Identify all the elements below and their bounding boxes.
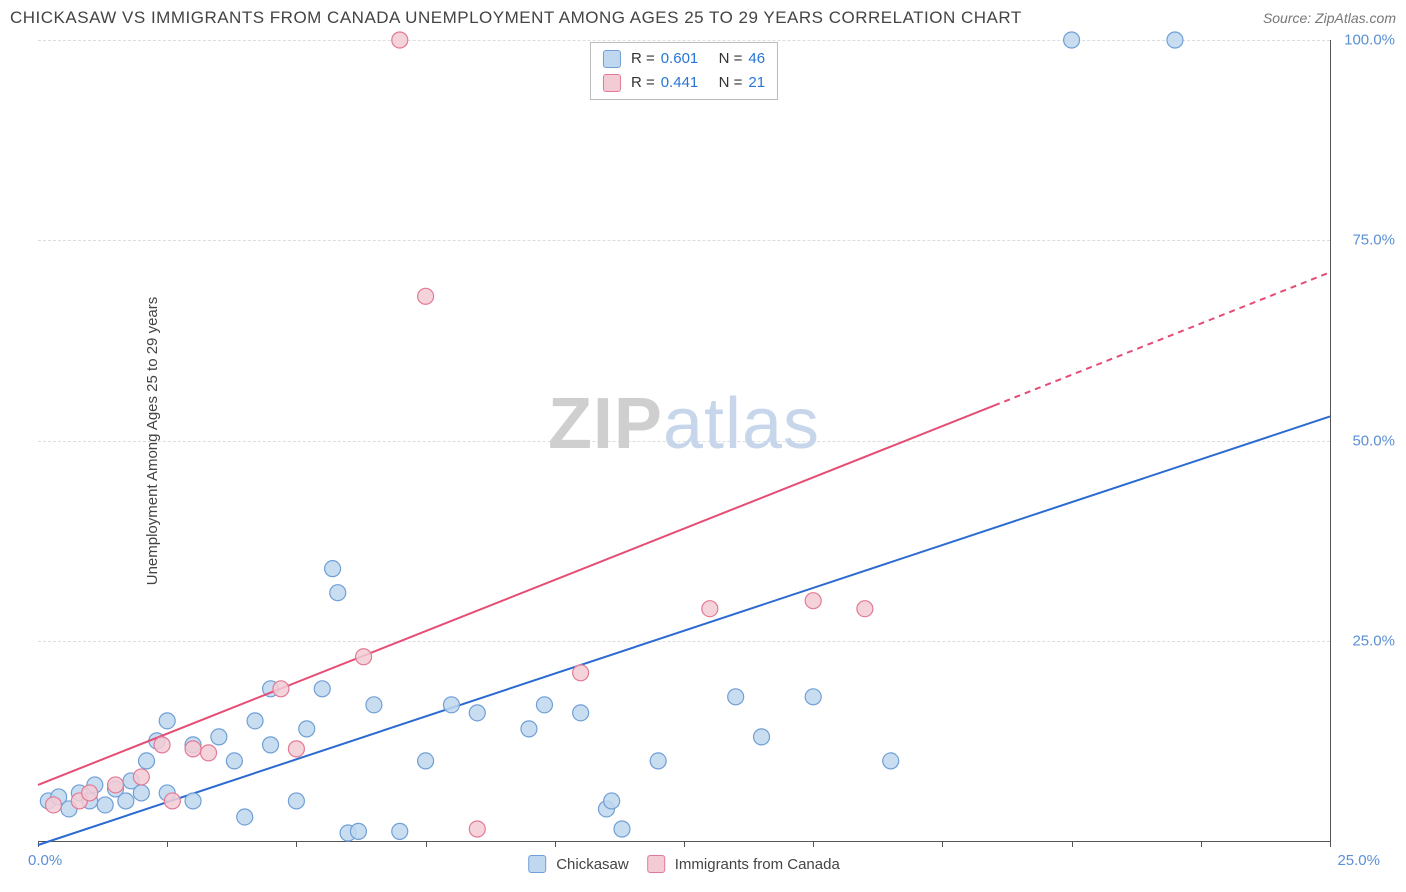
y-tick-label: 25.0%	[1335, 632, 1395, 649]
swatch-icon	[528, 855, 546, 873]
r-value: 0.441	[661, 71, 699, 95]
swatch-icon	[603, 50, 621, 68]
legend-row: R = 0.601 N = 46	[603, 47, 765, 71]
legend-row: R = 0.441 N = 21	[603, 71, 765, 95]
n-label: N =	[719, 47, 743, 71]
swatch-icon	[647, 855, 665, 873]
y-tick-label: 50.0%	[1335, 432, 1395, 449]
y-tick-label: 75.0%	[1335, 232, 1395, 249]
n-label: N =	[719, 71, 743, 95]
series-legend: Chickasaw Immigrants from Canada	[528, 855, 840, 873]
series-label: Immigrants from Canada	[675, 856, 840, 873]
legend-item: Immigrants from Canada	[647, 855, 840, 873]
source-label: Source: ZipAtlas.com	[1263, 10, 1396, 26]
r-label: R =	[631, 47, 655, 71]
chart-svg	[38, 40, 1330, 841]
chart-area: Unemployment Among Ages 25 to 29 years Z…	[38, 40, 1331, 842]
plot-region: ZIPatlas R = 0.601 N = 46 R = 0.441 N = …	[38, 40, 1331, 842]
n-value: 21	[748, 71, 765, 95]
r-label: R =	[631, 71, 655, 95]
r-value: 0.601	[661, 47, 699, 71]
y-tick-label: 100.0%	[1335, 32, 1395, 49]
n-value: 46	[748, 47, 765, 71]
swatch-icon	[603, 74, 621, 92]
x-origin-label: 0.0%	[28, 852, 62, 869]
legend-item: Chickasaw	[528, 855, 629, 873]
correlation-legend: R = 0.601 N = 46 R = 0.441 N = 21	[590, 42, 778, 100]
series-label: Chickasaw	[556, 856, 629, 873]
x-max-label: 25.0%	[1337, 852, 1380, 869]
chart-title: CHICKASAW VS IMMIGRANTS FROM CANADA UNEM…	[10, 8, 1022, 28]
